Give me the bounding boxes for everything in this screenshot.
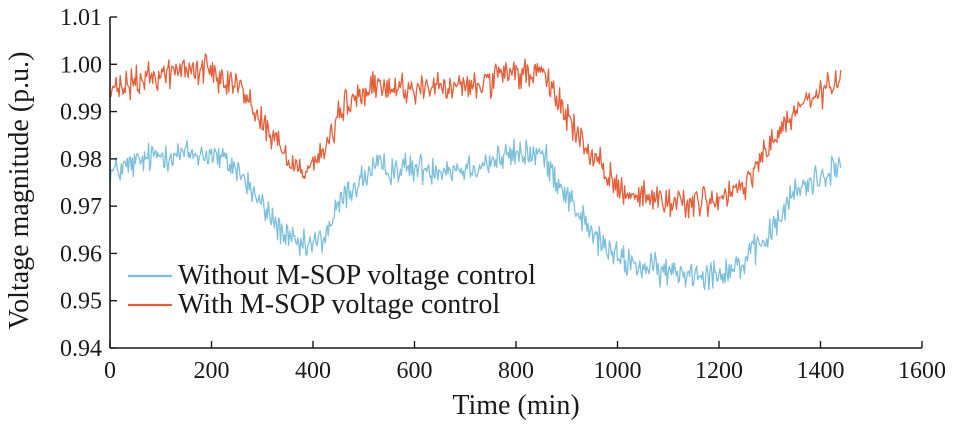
y-tick-label: 1.01 [60, 5, 102, 31]
x-tick-label: 200 [194, 358, 230, 384]
series-line-with-control [109, 53, 842, 219]
y-axis-title: Voltage magnitude (p.u.) [4, 52, 35, 330]
x-tick-label: 1200 [695, 358, 743, 384]
series-line-without-control [109, 138, 842, 291]
series-layer [109, 53, 842, 291]
x-tick-label: 0 [104, 358, 116, 384]
y-tick-label: 0.97 [60, 194, 102, 220]
x-tick-label: 600 [397, 358, 433, 384]
y-tick-label: 0.94 [60, 336, 102, 362]
x-tick-label: 800 [498, 358, 534, 384]
legend-label-without-control: Without M-SOP voltage control [178, 260, 536, 291]
x-tick-label: 1400 [797, 358, 845, 384]
y-tick-label: 0.96 [60, 241, 102, 267]
x-tick-label: 1000 [594, 358, 642, 384]
legend: Without M-SOP voltage control With M-SOP… [128, 260, 536, 320]
x-axis-title: Time (min) [452, 390, 579, 421]
y-tick-label: 0.99 [60, 100, 102, 126]
y-tick-label: 0.95 [60, 289, 102, 315]
y-tick-label: 1.00 [60, 52, 102, 78]
y-tick-label: 0.98 [60, 147, 102, 173]
ticks-layer: 0 200 400 600 800 1000 1200 1400 1600 0.94 0.95 0.9… [60, 5, 946, 384]
legend-label-with-control: With M-SOP voltage control [178, 289, 500, 320]
x-tick-label: 1600 [898, 358, 946, 384]
x-tick-label: 400 [295, 358, 331, 384]
